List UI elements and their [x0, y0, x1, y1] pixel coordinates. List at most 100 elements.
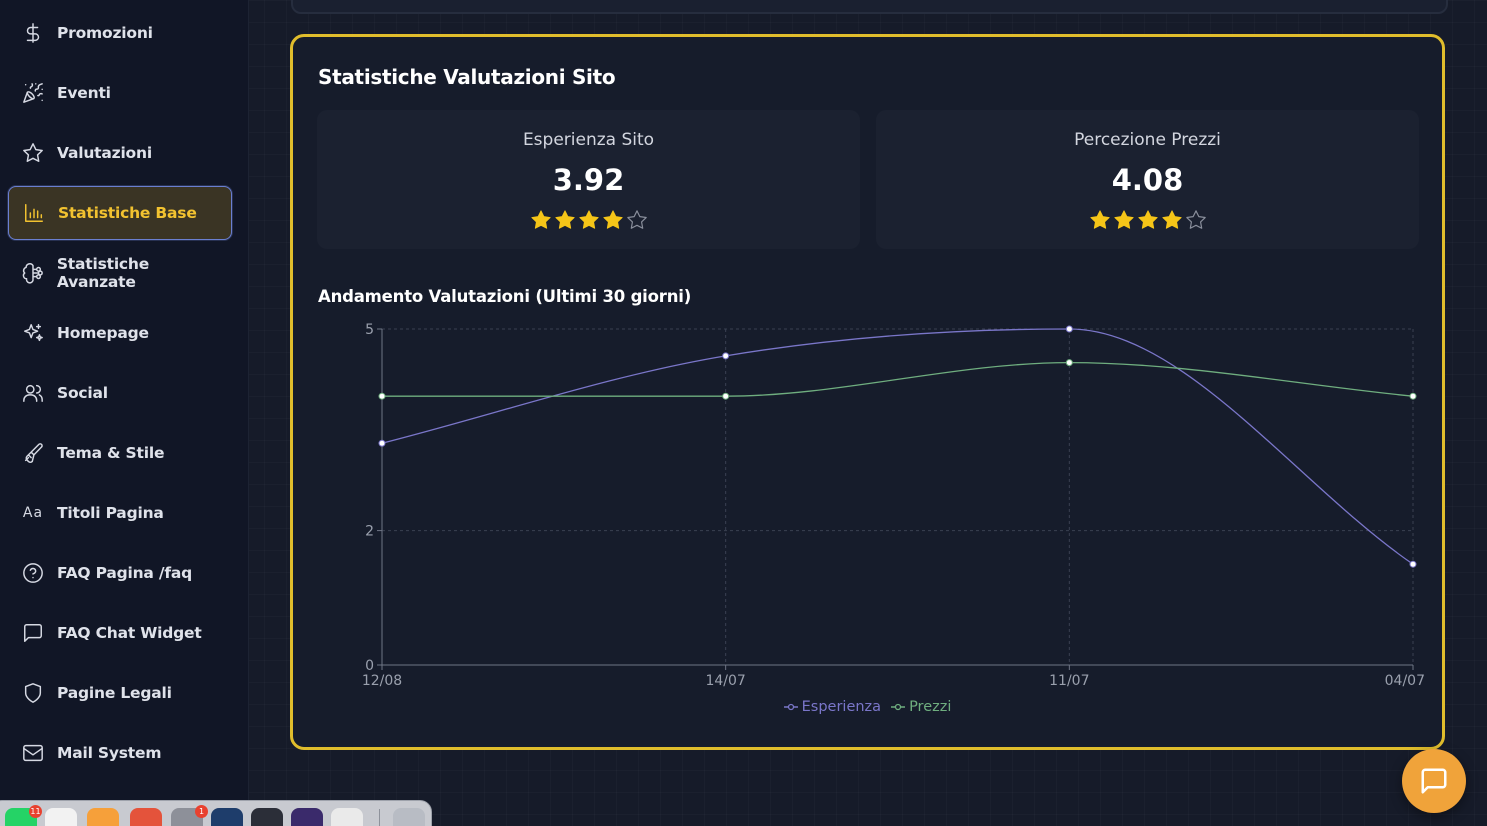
chat-widget-button[interactable] [1402, 749, 1466, 813]
party-popper-icon [20, 80, 46, 106]
shield-icon [20, 680, 46, 706]
game-controller-icon[interactable] [45, 808, 77, 826]
folder-icon[interactable] [87, 808, 119, 826]
ratings-stats-card: Statistiche Valutazioni Sito Esperienza … [290, 34, 1445, 750]
message-square-icon [1421, 768, 1447, 794]
star-filled-icon [554, 210, 575, 229]
series-line-prezzi [382, 361, 1414, 397]
data-point [1409, 392, 1417, 400]
sidebar-item-label: Titoli Pagina [57, 504, 164, 522]
app-icon-dark[interactable] [251, 808, 283, 826]
y-tick-label: 0 [365, 658, 374, 674]
data-point [722, 352, 730, 360]
sidebar-item-label: Eventi [57, 84, 111, 102]
x-tick-label: 04/07 [1385, 673, 1425, 689]
macos-dock: 11 1 [0, 800, 432, 826]
users-icon [20, 380, 46, 406]
star-filled-icon [578, 210, 599, 229]
chrome-icon[interactable] [331, 808, 363, 826]
star-icon [20, 140, 46, 166]
legend-label: Prezzi [909, 699, 952, 715]
previous-card-edge [291, 0, 1448, 14]
stat-label: Percezione Prezzi [1074, 130, 1221, 150]
sidebar-item-eventi[interactable]: Eventi [8, 66, 232, 120]
sidebar-item-mail-system[interactable]: Mail System [8, 726, 232, 780]
message-square-icon [20, 620, 46, 646]
sidebar-item-faq-pagina[interactable]: FAQ Pagina /faq [8, 546, 232, 600]
git-icon[interactable] [130, 808, 162, 826]
sidebar-item-titoli-pagina[interactable]: Aa Titoli Pagina [8, 486, 232, 540]
help-circle-icon [20, 560, 46, 586]
mail-icon [20, 740, 46, 766]
sidebar-item-statistiche-base[interactable]: Statistiche Base [8, 186, 232, 240]
sidebar-item-label: Promozioni [57, 24, 153, 42]
sidebar-item-label: Homepage [57, 324, 149, 342]
data-point [1065, 325, 1073, 333]
card-title: Statistiche Valutazioni Sito [318, 65, 616, 89]
series-line-esperienza [381, 328, 1414, 565]
stat-value: 3.92 [552, 163, 625, 197]
sidebar-item-label: FAQ Pagina /faq [57, 564, 193, 582]
notification-badge: 1 [195, 805, 208, 818]
stat-box-esperienza: Esperienza Sito 3.92 [317, 110, 860, 249]
text-aa-icon: Aa [20, 500, 46, 526]
star-filled-icon [1137, 210, 1158, 229]
star-rating [876, 209, 1419, 231]
sidebar-item-faq-chat-widget[interactable]: FAQ Chat Widget [8, 606, 232, 660]
stat-label: Esperienza Sito [522, 130, 655, 150]
sidebar: Promozioni Eventi Valutazioni Statistich… [0, 0, 249, 800]
stat-value: 4.08 [1111, 163, 1184, 197]
chart-legend: Esperienza Prezzi [293, 699, 1442, 715]
legend-label: Esperienza [801, 699, 882, 715]
legend-marker-icon [891, 703, 906, 711]
app-icon-blue[interactable] [211, 808, 243, 826]
sidebar-item-label: Statistiche Base [58, 204, 197, 222]
stat-box-prezzi: Percezione Prezzi 4.08 [876, 110, 1419, 249]
sidebar-item-social[interactable]: Social [8, 366, 232, 420]
sidebar-item-label: Mail System [57, 744, 162, 762]
chart-title: Andamento Valutazioni (Ultimi 30 giorni) [318, 287, 692, 306]
app-icon-purple[interactable] [291, 808, 323, 826]
paintbrush-icon [20, 440, 46, 466]
sidebar-item-label: Tema & Stile [57, 444, 165, 462]
star-rating [317, 209, 860, 231]
sidebar-item-label: Social [57, 384, 108, 402]
sidebar-item-valutazioni[interactable]: Valutazioni [8, 126, 232, 180]
x-tick-label: 14/07 [705, 673, 745, 689]
star-filled-icon [1113, 210, 1134, 229]
data-point [378, 392, 386, 400]
legend-marker-icon [783, 703, 798, 711]
star-filled-icon [1089, 210, 1110, 229]
star-filled-icon [602, 210, 623, 229]
x-tick-label: 12/08 [362, 673, 402, 689]
data-point [1065, 359, 1073, 367]
sparkles-icon [20, 320, 46, 346]
sidebar-item-homepage[interactable]: Homepage [8, 306, 232, 360]
dollar-icon [20, 20, 46, 46]
star-filled-icon [530, 210, 551, 229]
sidebar-item-pagine-legali[interactable]: Pagine Legali [8, 666, 232, 720]
sidebar-item-label: Statistiche Avanzate [56, 255, 150, 291]
star-empty-icon [626, 210, 647, 229]
sidebar-item-label: Pagine Legali [57, 684, 172, 702]
legend-item-esperienza[interactable]: Esperienza [783, 699, 882, 715]
text-aa-glyph: Aa [22, 505, 44, 521]
data-point [378, 439, 386, 447]
trash-icon[interactable] [393, 808, 425, 826]
notification-badge: 11 [29, 805, 42, 818]
sidebar-item-tema-stile[interactable]: Tema & Stile [8, 426, 232, 480]
brain-icon [20, 260, 46, 286]
y-tick-label: 5 [365, 322, 374, 338]
sidebar-item-label: Valutazioni [57, 144, 152, 162]
star-filled-icon [1161, 210, 1182, 229]
y-tick-label: 2 [365, 524, 374, 540]
bar-chart-icon [21, 200, 47, 226]
data-point [722, 392, 730, 400]
data-point [1409, 560, 1417, 568]
legend-item-prezzi[interactable]: Prezzi [891, 699, 951, 715]
dock-separator [379, 809, 380, 826]
x-tick-label: 11/07 [1049, 673, 1089, 689]
sidebar-item-promozioni[interactable]: Promozioni [8, 6, 232, 60]
sidebar-item-statistiche-avanzate[interactable]: Statistiche Avanzate [8, 246, 232, 300]
